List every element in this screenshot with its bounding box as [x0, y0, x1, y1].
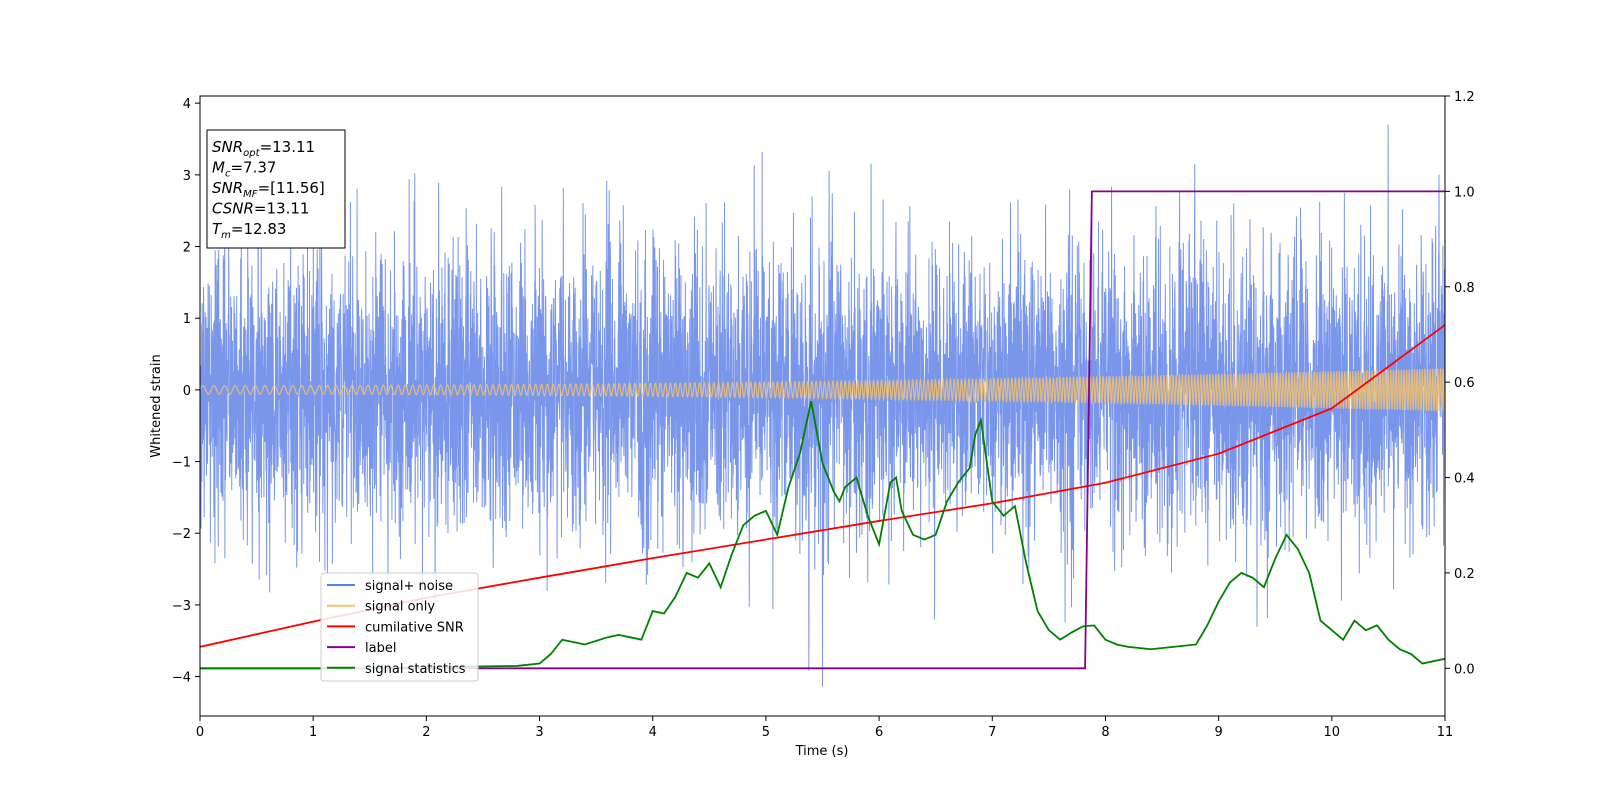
legend-entry: label	[365, 641, 396, 656]
y-right-tick-label: 1.0	[1454, 185, 1475, 200]
x-tick-label: 2	[422, 725, 430, 740]
y-right-tick-label: 0.2	[1454, 567, 1475, 582]
series-line-signal-noise	[200, 124, 1445, 687]
annotation-value: =13.11	[254, 200, 310, 218]
y-left-tick-label: 4	[183, 97, 191, 112]
series-signal-noise	[200, 124, 1445, 687]
annotation-variable: CSNR	[212, 200, 254, 218]
y-left-tick-label: −2	[172, 527, 191, 542]
x-tick-label: 10	[1324, 725, 1341, 740]
annotation-variable: T	[212, 220, 223, 238]
legend-entry: signal only	[365, 600, 435, 615]
x-tick-label: 9	[1214, 725, 1222, 740]
annotation-subscript: m	[221, 230, 231, 241]
annotation-line: SNRMF=[11.56]	[212, 179, 325, 200]
annotation-line: Tm=12.83	[212, 220, 286, 241]
series-line-label	[200, 190, 1445, 670]
y-axis-right: 0.0 0.2 0.4 0.6 0.8 1.0 1.2	[1445, 90, 1475, 677]
y-left-tick-label: 2	[183, 241, 191, 256]
annotation-subscript: c	[225, 169, 231, 180]
legend: signal+ noise signal only cumilative SNR la…	[320, 572, 479, 682]
y-axis-label: Whitened strain	[149, 354, 164, 457]
x-axis-label: Time (s)	[795, 744, 849, 759]
series-line-signal-statistics	[200, 401, 1445, 670]
x-tick-label: 1	[309, 725, 317, 740]
x-tick-label: 0	[196, 725, 204, 740]
y-left-tick-label: −1	[172, 456, 191, 471]
annotation-value: =7.37	[230, 159, 276, 177]
y-right-tick-label: 0.4	[1454, 472, 1475, 487]
plot-frame	[199, 95, 1446, 717]
y-left-tick-label: 3	[183, 169, 191, 184]
x-tick-label: 5	[762, 725, 770, 740]
legend-entry: signal+ noise	[365, 579, 453, 594]
x-tick-label: 3	[535, 725, 543, 740]
annotation-subscript: MF	[243, 189, 258, 200]
annotation-line: CSNR=13.11	[212, 200, 309, 218]
x-axis: 0 1 2 3 4 5 6 7 8 9 10 11	[196, 716, 1453, 740]
y-left-tick-label: −4	[172, 671, 191, 686]
y-left-tick-label: −3	[172, 599, 191, 614]
annotation-line: SNRopt=13.11	[212, 138, 315, 159]
annotation-subscript: opt	[243, 148, 260, 159]
x-tick-label: 8	[1101, 725, 1109, 740]
legend-frame	[320, 572, 479, 682]
annotation-value: =13.11	[260, 138, 316, 156]
annotation-frame	[206, 129, 346, 249]
annotation-variable: SNR	[212, 179, 243, 197]
y-axis-left: −4 −3 −2 −1 0 1 2 3 4	[172, 97, 200, 686]
x-tick-label: 7	[988, 725, 996, 740]
series-signal-only	[200, 367, 1445, 412]
annotation-variable: SNR	[212, 138, 243, 156]
y-right-tick-label: 0.8	[1454, 281, 1475, 296]
y-left-tick-label: 1	[183, 312, 191, 327]
annotation-value: =[11.56]	[258, 179, 325, 197]
series-line-signal-only	[200, 367, 1445, 412]
legend-entry: cumilative SNR	[365, 620, 464, 635]
y-right-tick-label: 1.2	[1454, 90, 1475, 105]
annotation-line: Mc=7.37	[212, 159, 276, 180]
x-tick-label: 11	[1437, 725, 1454, 740]
x-tick-label: 4	[649, 725, 657, 740]
y-right-tick-label: 0.6	[1454, 376, 1475, 391]
y-left-tick-label: 0	[183, 384, 191, 399]
legend-entry: signal statistics	[365, 662, 466, 677]
annotation-variable: M	[212, 159, 225, 177]
y-right-tick-label: 0.0	[1454, 662, 1475, 677]
x-tick-label: 6	[875, 725, 883, 740]
annotation-box: SNRopt=13.11Mc=7.37SNRMF=[11.56]CSNR=13.…	[206, 129, 346, 249]
annotation-value: =12.83	[231, 220, 287, 238]
